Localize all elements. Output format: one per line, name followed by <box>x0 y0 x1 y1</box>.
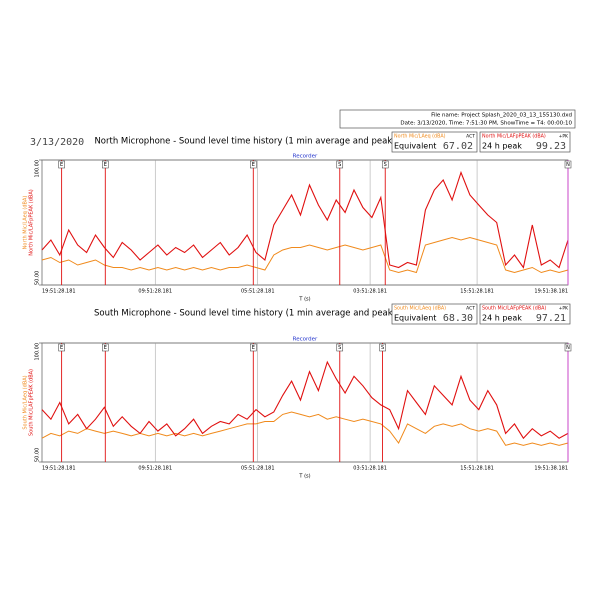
file-name: File name: Project Splash_2020_03_13_155… <box>431 113 572 119</box>
subtitle: Recorder <box>293 154 318 160</box>
legend-entry: South Mic/LAeq (dBA) <box>394 306 446 312</box>
marker-label: N <box>566 162 570 168</box>
marker-label: S <box>338 162 341 168</box>
stat-label: 24 h peak <box>482 314 522 323</box>
x-axis-label: T (s) <box>298 474 310 480</box>
x-tick-label: 19:51:38.181 <box>534 466 568 472</box>
legend-tag: +PK <box>559 306 569 312</box>
chart-title: North Microphone - Sound level time hist… <box>94 137 395 147</box>
marker-badge <box>250 160 257 169</box>
x-tick-label: 09:51:28.181 <box>138 466 172 472</box>
marker-badge <box>379 343 386 352</box>
data-line <box>41 411 569 446</box>
header-box <box>339 109 576 129</box>
x-tick-label: 15:51:28.181 <box>460 289 494 295</box>
x-tick-label: 05:51:28.181 <box>241 289 275 295</box>
marker-badge <box>336 160 344 169</box>
marker-badge <box>58 160 65 169</box>
chart-title: South Microphone - Sound level time hist… <box>94 309 396 319</box>
legend-tag: ACT <box>466 134 475 140</box>
data-line <box>41 170 569 269</box>
stat-value: 97.21 <box>536 313 566 324</box>
y-axis-label: South Mic/LAeq (dBA) <box>23 375 29 429</box>
y-axis-label: North Mic/LAeq (dBA) <box>23 196 29 250</box>
x-tick-label: 05:51:28.181 <box>241 466 275 472</box>
x-tick-label: 15:51:28.181 <box>460 466 494 472</box>
x-tick-label: 19:51:28.181 <box>42 466 76 472</box>
x-axis-label: T (s) <box>298 297 310 303</box>
marker-badge <box>336 343 344 352</box>
marker-label: E <box>104 162 107 168</box>
x-tick-label: 03:51:28.181 <box>353 289 387 295</box>
plot-frame <box>41 159 569 286</box>
y-axis-label: North Mic/LAFpPEAK (dBA) <box>29 189 35 256</box>
marker-label: N <box>566 345 570 351</box>
legend-box <box>479 131 571 153</box>
marker-label: E <box>60 345 63 351</box>
marker-label: E <box>252 162 255 168</box>
marker-badge <box>381 160 389 169</box>
marker-label: E <box>104 345 107 351</box>
marker-label: S <box>384 162 387 168</box>
legend-box <box>391 131 478 153</box>
stat-label: Equivalent <box>394 142 436 151</box>
marker-badge <box>564 343 572 352</box>
subtitle: Recorder <box>293 337 318 343</box>
legend-entry: North Mic/LAeq (dBA) <box>394 134 446 140</box>
x-tick-label: 09:51:28.181 <box>138 289 172 295</box>
marker-label: S <box>338 345 341 351</box>
x-tick-label: 03:51:28.181 <box>353 466 387 472</box>
legend-box <box>479 303 571 325</box>
data-line <box>41 360 569 440</box>
legend-entry: South Mic/LAFpPEAK (dBA) <box>482 306 546 312</box>
legend-tag: ACT <box>466 306 475 312</box>
y-tick-label: 100.00 <box>35 160 41 178</box>
marker-label: S <box>381 345 384 351</box>
marker-badge <box>250 343 257 352</box>
plot-frame <box>41 342 569 463</box>
marker-badge <box>102 343 109 352</box>
stat-label: Equivalent <box>394 314 436 323</box>
marker-label: E <box>252 345 255 351</box>
x-tick-label: 19:51:38.181 <box>534 289 568 295</box>
marker-label: E <box>60 162 63 168</box>
data-line <box>41 236 569 274</box>
stat-value: 67.02 <box>443 141 473 152</box>
y-tick-label: 100.00 <box>35 343 41 361</box>
y-tick-label: 50.00 <box>35 448 41 462</box>
legend-tag: +PK <box>559 134 569 140</box>
marker-badge <box>58 343 65 352</box>
date-line: Date: 3/13/2020, Time: 7:51:30 PM, ShowT… <box>400 121 572 127</box>
x-tick-label: 19:51:28.181 <box>42 289 76 295</box>
report-date: 3/13/2020 <box>30 137 84 148</box>
stat-value: 99.23 <box>536 141 566 152</box>
marker-badge <box>102 160 109 169</box>
legend-entry: North Mic/LAFpPEAK (dBA) <box>482 134 546 140</box>
marker-badge <box>564 160 572 169</box>
legend-box <box>391 303 478 325</box>
stat-label: 24 h peak <box>482 142 522 151</box>
stat-value: 68.30 <box>443 313 473 324</box>
y-tick-label: 50.00 <box>35 271 41 285</box>
y-axis-label: South Mic/LAFpPEAK (dBA) <box>29 369 35 436</box>
